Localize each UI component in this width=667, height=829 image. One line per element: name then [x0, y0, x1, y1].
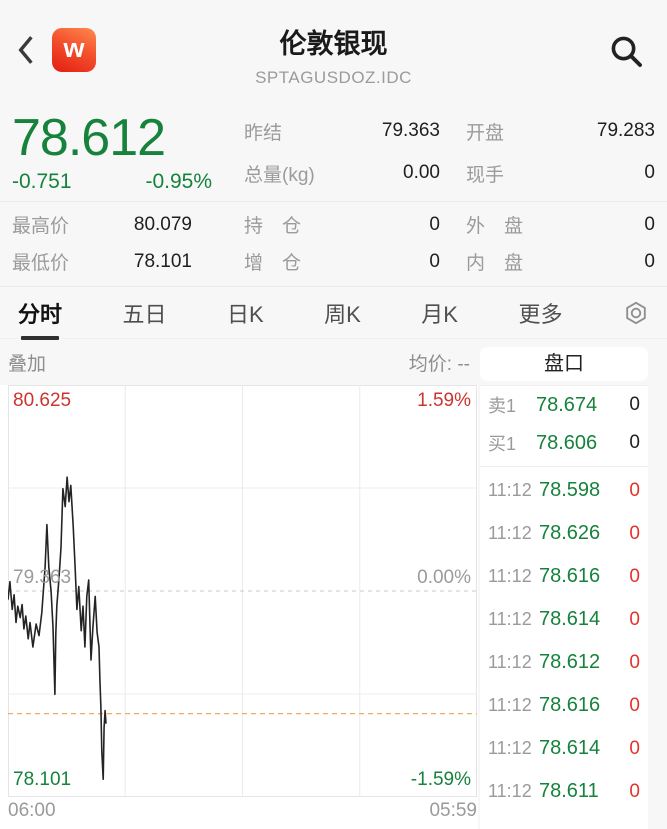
chart-max-label: 80.625	[13, 390, 72, 411]
wind-app-logo[interactable]: w	[52, 28, 96, 72]
price-change: -0.751	[12, 170, 72, 193]
intraday-chart-column: 80.625 1.59% 79.363 0.00% 78.101 -1.59% …	[0, 385, 478, 829]
price-block: 78.612 -0.751 -0.95%	[12, 110, 218, 194]
ask1-row: 卖1 78.674 0	[488, 393, 640, 417]
trade-row: 11:12 78.614 0	[488, 608, 640, 630]
quote-summary: 78.612 -0.751 -0.95% 昨结 79.363 开盘 79.283 总…	[0, 96, 667, 287]
chart-settings-gear-icon[interactable]	[623, 300, 649, 326]
page-title: 伦敦银现	[279, 29, 388, 59]
price-line	[8, 476, 107, 781]
intraday-chart[interactable]: 80.625 1.59% 79.363 0.00% 78.101 -1.59%	[8, 385, 477, 797]
stat-high: 最高价 80.079	[12, 213, 192, 238]
stat-total-volume: 总量(kg) 0.00	[244, 162, 440, 186]
orderbook-tab[interactable]: 盘口	[480, 347, 648, 381]
symbol-code: SPTAGUSDOZ.IDC	[255, 68, 412, 87]
overlay-bar: 叠加 均价: --	[0, 339, 478, 385]
header: w 伦敦银现 SPTAGUSDOZ.IDC	[0, 0, 667, 96]
chart-mid-pct-label: 0.00%	[417, 567, 471, 588]
chart-period-tabs: 分时 五日 日K 周K 月K 更多	[0, 287, 667, 339]
search-icon[interactable]	[609, 34, 645, 70]
chart-min-pct-label: -1.59%	[410, 769, 471, 790]
chart-min-label: 78.101	[13, 769, 72, 790]
trade-row: 11:12 78.612 0	[488, 651, 640, 673]
avg-price-label: 均价: --	[408, 353, 470, 375]
trade-row: 11:12 78.626 0	[488, 522, 640, 544]
time-axis: 06:00 05:59	[8, 797, 477, 822]
trade-row: 11:12 78.616 0	[488, 694, 640, 716]
tab-weekly-k[interactable]: 周K	[324, 301, 361, 327]
bid1-row: 买1 78.606 0	[488, 431, 640, 455]
stat-open: 开盘 79.283	[466, 120, 655, 144]
back-icon[interactable]	[16, 34, 36, 66]
trade-row: 11:12 78.614 0	[488, 737, 640, 759]
tab-intraday[interactable]: 分时	[18, 297, 62, 329]
time-axis-end: 05:59	[429, 800, 477, 821]
orderbook-panel[interactable]: 卖1 78.674 0 买1 78.606 0 11:12 78.598 0 1…	[480, 385, 648, 829]
trade-row: 11:12 78.616 0	[488, 565, 640, 587]
overlay-button[interactable]: 叠加	[8, 353, 47, 375]
main-area: 叠加 均价: -- 盘口 80.625 1.59%	[0, 339, 667, 829]
tab-daily-k[interactable]: 日K	[226, 301, 264, 327]
price-change-pct: -0.95%	[145, 170, 212, 193]
trade-row: 11:12 78.611 0	[488, 780, 640, 802]
stat-current-lot: 现手 0	[466, 162, 655, 186]
trade-row: 11:12 78.598 0	[488, 479, 640, 501]
chart-mid-label: 79.363	[13, 567, 72, 588]
tab-5day[interactable]: 五日	[122, 301, 167, 327]
panel-divider	[480, 466, 648, 467]
intraday-chart-svg	[8, 385, 477, 797]
chart-max-pct-label: 1.59%	[417, 390, 471, 411]
stat-low: 最低价 78.101	[12, 250, 192, 275]
tab-monthly-k[interactable]: 月K	[421, 301, 458, 327]
tab-more[interactable]: 更多	[518, 301, 563, 327]
time-axis-start: 06:00	[8, 800, 56, 821]
stat-prev-settle: 昨结 79.363	[244, 120, 440, 144]
last-price: 78.612	[12, 109, 166, 167]
